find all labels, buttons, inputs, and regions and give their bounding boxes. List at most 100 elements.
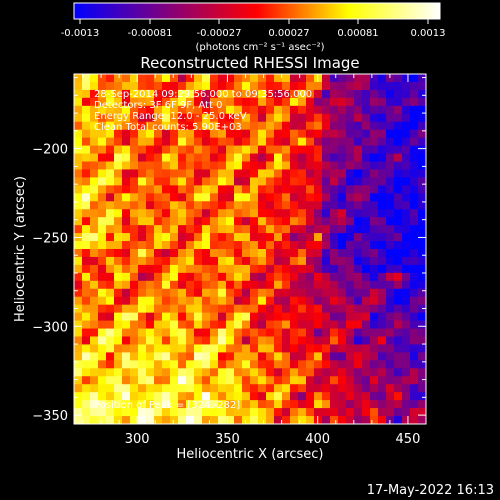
- heatmap-cell: [378, 209, 387, 218]
- heatmap-cell: [306, 161, 315, 171]
- heatmap-cell: [202, 137, 211, 147]
- heatmap-cell: [410, 153, 419, 163]
- heatmap-cell: [98, 153, 107, 163]
- heatmap-cell: [74, 368, 83, 377]
- x-axis-tick-labels: 300 350 400 450: [125, 432, 421, 447]
- heatmap-cell: [122, 89, 131, 99]
- heatmap-cell: [274, 384, 283, 393]
- heatmap-cell: [210, 105, 219, 115]
- heatmap-cell: [122, 336, 131, 346]
- heatmap-cell: [298, 233, 307, 242]
- heatmap-cell: [354, 328, 363, 338]
- heatmap-cell: [362, 376, 371, 385]
- heatmap-cell: [146, 225, 155, 234]
- peak-position-label: Position of Peak = [324,-282]: [94, 400, 240, 411]
- heatmap-cell: [282, 288, 291, 298]
- heatmap-cell: [194, 89, 203, 99]
- heatmap-cell: [394, 145, 403, 155]
- heatmap-cell: [138, 376, 147, 385]
- heatmap-cell: [258, 177, 267, 186]
- heatmap-cell: [218, 320, 227, 330]
- heatmap-cell: [274, 81, 283, 91]
- heatmap-cell: [130, 249, 139, 258]
- heatmap-cell: [410, 81, 419, 91]
- heatmap-cell: [98, 392, 107, 401]
- chart-title: Reconstructed RHESSI Image: [140, 54, 359, 72]
- heatmap-cell: [210, 193, 219, 202]
- heatmap-cell: [266, 177, 275, 186]
- heatmap-cell: [418, 249, 426, 258]
- heatmap-cell: [330, 153, 339, 163]
- heatmap-cell: [194, 105, 203, 115]
- heatmap-cell: [138, 169, 147, 178]
- heatmap-cell: [394, 225, 403, 234]
- heatmap-cell: [226, 320, 235, 330]
- heatmap-cell: [394, 408, 403, 417]
- heatmap-cell: [74, 360, 83, 369]
- heatmap-cell: [274, 296, 283, 306]
- heatmap-cell: [226, 376, 235, 385]
- colorbar-tick-labels: -0.0013 -0.00081 -0.00027 0.00027 0.00081 0.0…: [61, 28, 446, 39]
- heatmap-cell: [218, 225, 227, 234]
- heatmap-cell: [162, 304, 171, 314]
- heatmap-cell: [410, 169, 419, 178]
- heatmap-cell: [386, 169, 395, 178]
- heatmap-cell: [138, 328, 147, 338]
- heatmap-cell: [258, 97, 267, 107]
- heatmap-cell: [402, 256, 411, 266]
- heatmap-cell: [258, 169, 267, 178]
- heatmap-cell: [418, 201, 426, 210]
- heatmap-cell: [162, 392, 171, 401]
- y-tick-label: −200: [32, 143, 68, 158]
- heatmap-cell: [210, 121, 219, 131]
- heatmap-cell: [338, 272, 347, 282]
- heatmap-cell: [146, 272, 155, 282]
- heatmap-cell: [194, 368, 203, 377]
- heatmap-cell: [322, 233, 331, 242]
- heatmap-cell: [234, 161, 243, 171]
- heatmap-cell: [242, 74, 251, 83]
- heatmap-cell: [418, 384, 426, 393]
- heatmap-cell: [138, 320, 147, 330]
- heatmap-cell: [90, 145, 99, 155]
- heatmap-cell: [146, 336, 155, 346]
- heatmap-cell: [394, 113, 403, 123]
- heatmap-cell: [114, 185, 123, 194]
- heatmap-cell: [90, 209, 99, 218]
- heatmap-cell: [346, 384, 355, 393]
- heatmap-cell: [82, 288, 91, 298]
- heatmap-cell: [290, 201, 299, 210]
- heatmap-cell: [178, 328, 187, 338]
- heatmap-cell: [218, 256, 227, 266]
- heatmap-cell: [154, 320, 163, 330]
- heatmap-cell: [98, 233, 107, 242]
- heatmap-cell: [154, 384, 163, 393]
- heatmap-cell: [234, 280, 243, 290]
- heatmap-cell: [410, 241, 419, 250]
- heatmap-cell: [186, 416, 195, 424]
- heatmap-cell: [330, 249, 339, 258]
- heatmap-cell: [74, 256, 83, 266]
- heatmap-cell: [130, 392, 139, 401]
- heatmap-cell: [282, 416, 291, 424]
- heatmap-cell: [354, 89, 363, 99]
- heatmap-cell: [178, 209, 187, 218]
- heatmap-cell: [258, 137, 267, 147]
- heatmap-cell: [178, 296, 187, 306]
- heatmap-cell: [74, 249, 83, 258]
- heatmap-cell: [186, 400, 195, 409]
- heatmap-cell: [250, 352, 259, 361]
- heatmap-cell: [146, 392, 155, 401]
- heatmap-cell: [266, 89, 275, 99]
- heatmap-cell: [266, 153, 275, 163]
- heatmap-cell: [186, 328, 195, 338]
- heatmap-cell: [250, 249, 259, 258]
- heatmap-cell: [314, 89, 323, 99]
- heatmap-cell: [98, 137, 107, 147]
- heatmap-cell: [242, 304, 251, 314]
- heatmap-cell: [210, 360, 219, 369]
- heatmap-cell: [410, 217, 419, 226]
- heatmap-cell: [178, 81, 187, 91]
- heatmap-cell: [202, 304, 211, 314]
- heatmap-cell: [202, 416, 211, 424]
